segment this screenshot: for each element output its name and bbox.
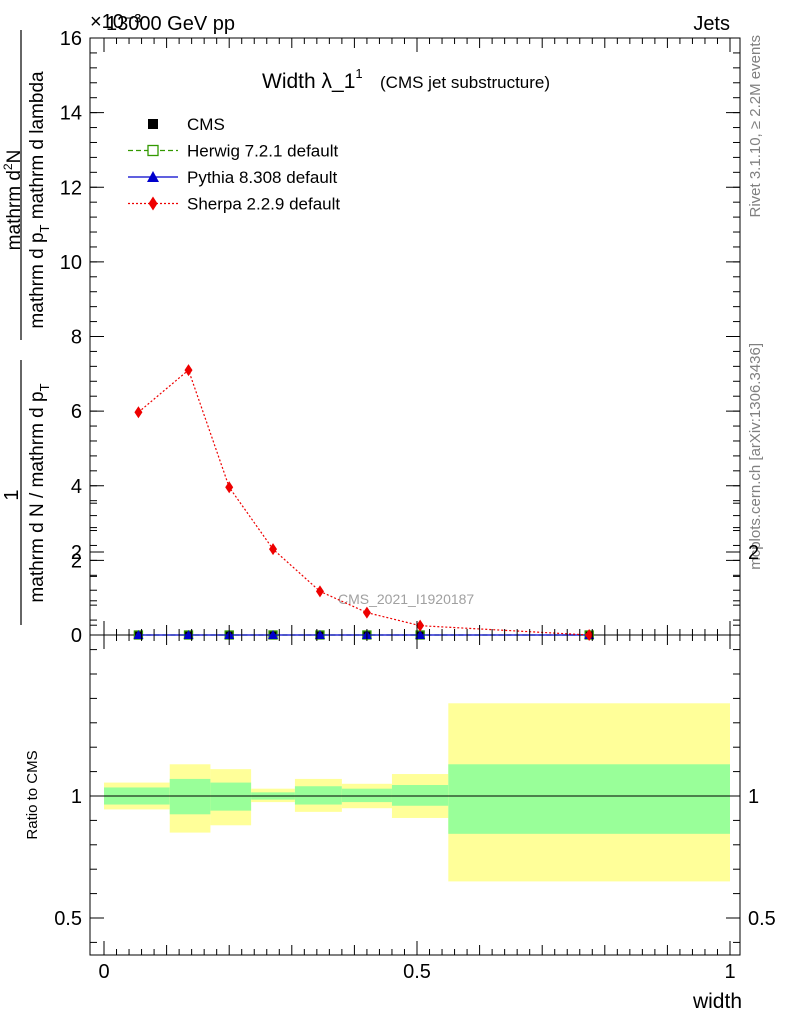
svg-text:mathrm d N / mathrm d pT: mathrm d N / mathrm d pT bbox=[27, 383, 52, 602]
y-axis-exponent: ×10⁻³ bbox=[90, 11, 141, 33]
ratio-band-inner-5 bbox=[341, 788, 392, 803]
side-text-rivet: Rivet 3.1.10, ≥ 2.2M events bbox=[747, 35, 764, 218]
header-process-label: Jets bbox=[693, 13, 730, 35]
series-3-point-7 bbox=[585, 629, 594, 641]
series-3-point-2 bbox=[225, 481, 234, 494]
ratio-ytick-label-left-0: 0.5 bbox=[54, 908, 82, 930]
header-energy-label: 13000 GeV pp bbox=[106, 13, 235, 35]
ratio-ytick-label-right-1: 1 bbox=[748, 786, 759, 808]
y-label-denominator: mathrm d N / mathrm d p bbox=[27, 391, 48, 602]
ratio-xtick-label-0: 0 bbox=[98, 961, 109, 983]
ratio-ytick-label-right-0: 0.5 bbox=[748, 908, 776, 930]
series-2-point-1 bbox=[183, 630, 194, 639]
main-ytick-label-0: 0 bbox=[71, 625, 82, 647]
series-2-point-3 bbox=[268, 630, 279, 639]
svg-text:mathrm d2N: mathrm d2N bbox=[1, 150, 25, 251]
legend-marker-0 bbox=[148, 119, 158, 129]
legend-marker-2 bbox=[147, 171, 159, 182]
y-label-numerator: 1 bbox=[1, 489, 23, 500]
main-plot-title-text: Width λ_1 bbox=[262, 70, 355, 93]
legend-marker-3 bbox=[148, 196, 158, 211]
series-3-point-3 bbox=[269, 543, 278, 556]
legend-label-2: Pythia 8.308 default bbox=[187, 168, 338, 187]
ratio-band-inner-7 bbox=[448, 764, 730, 834]
main-ytick-label-7: 14 bbox=[60, 103, 82, 125]
main-y-axis-label: 1 mathrm d N / mathrm d pT mathrm d2N ma… bbox=[1, 30, 52, 625]
main-ytick-label-6: 12 bbox=[60, 177, 82, 199]
ratio-xtick-label-1: 0.5 bbox=[403, 961, 431, 983]
ratio-xtick-label-2: 1 bbox=[724, 961, 735, 983]
main-plot-title-sup: 1 bbox=[355, 66, 362, 81]
y-label-top2: mathrm d p bbox=[27, 232, 48, 328]
series-2-point-4 bbox=[314, 630, 325, 639]
main-ytick-label-1: 2 bbox=[71, 550, 82, 572]
main-ytick-label-3: 6 bbox=[71, 401, 82, 423]
ratio-ytick-label-left-1: 1 bbox=[71, 786, 82, 808]
legend-label-0: CMS bbox=[187, 115, 225, 134]
series-3-point-0 bbox=[134, 406, 143, 419]
series-3-point-4 bbox=[315, 585, 324, 598]
main-ytick-label-2: 4 bbox=[71, 476, 82, 498]
series-line-3 bbox=[138, 369, 590, 636]
legend-label-3: Sherpa 2.2.9 default bbox=[187, 195, 340, 214]
series-2-point-6 bbox=[415, 630, 426, 639]
y-label-top1-sup: 2 bbox=[1, 163, 15, 170]
y-label-top1: mathrm d bbox=[4, 170, 25, 250]
ratio-band-inner-1 bbox=[169, 778, 211, 815]
main-ytick-label-5: 10 bbox=[60, 252, 82, 274]
main-plot-subtitle: (CMS jet substructure) bbox=[380, 73, 550, 92]
y-label-top2-rest: mathrm d lambda bbox=[27, 71, 48, 225]
main-ytick-label-8: 16 bbox=[60, 28, 82, 50]
series-3-point-6 bbox=[416, 619, 425, 632]
legend-label-1: Herwig 7.2.1 default bbox=[187, 142, 338, 161]
ratio-bands bbox=[90, 703, 740, 882]
legend-marker-1 bbox=[147, 144, 159, 157]
ratio-y-axis-label: Ratio to CMS bbox=[24, 750, 41, 839]
y-label-denominator-sub: T bbox=[37, 383, 52, 391]
series-2-point-0 bbox=[133, 630, 144, 639]
svg-text:mathrm d pT mathrm d lambda: mathrm d pT mathrm d lambda bbox=[27, 71, 52, 329]
series-3-point-1 bbox=[184, 364, 193, 377]
series-3-point-5 bbox=[362, 606, 371, 619]
y-label-top1-rest: N bbox=[4, 150, 25, 164]
main-ytick-label-4: 8 bbox=[71, 327, 82, 349]
ratio-band-inner-4 bbox=[294, 786, 342, 805]
ratio-x-axis-label: width bbox=[692, 990, 742, 1013]
main-plot-title: Width λ_11 (CMS jet substructure) bbox=[262, 66, 550, 93]
side-text-mcplots: mcplots.cern.ch [arXiv:1306.3436] bbox=[747, 343, 764, 570]
legend: CMS Herwig 7.2.1 default Pythia 8.308 defa… bbox=[128, 115, 340, 214]
ratio-ytick-label-right-2: 2 bbox=[748, 542, 759, 564]
svg-text:Width λ_11: Width λ_11 bbox=[262, 66, 363, 93]
ratio-ytick-label-left-2: 2 bbox=[71, 542, 82, 564]
y-label-top2-sub: T bbox=[37, 224, 52, 232]
analysis-watermark: CMS_2021_I1920187 bbox=[338, 591, 474, 607]
ratio-band-inner-6 bbox=[391, 785, 449, 806]
ratio-band-inner-2 bbox=[210, 782, 252, 811]
